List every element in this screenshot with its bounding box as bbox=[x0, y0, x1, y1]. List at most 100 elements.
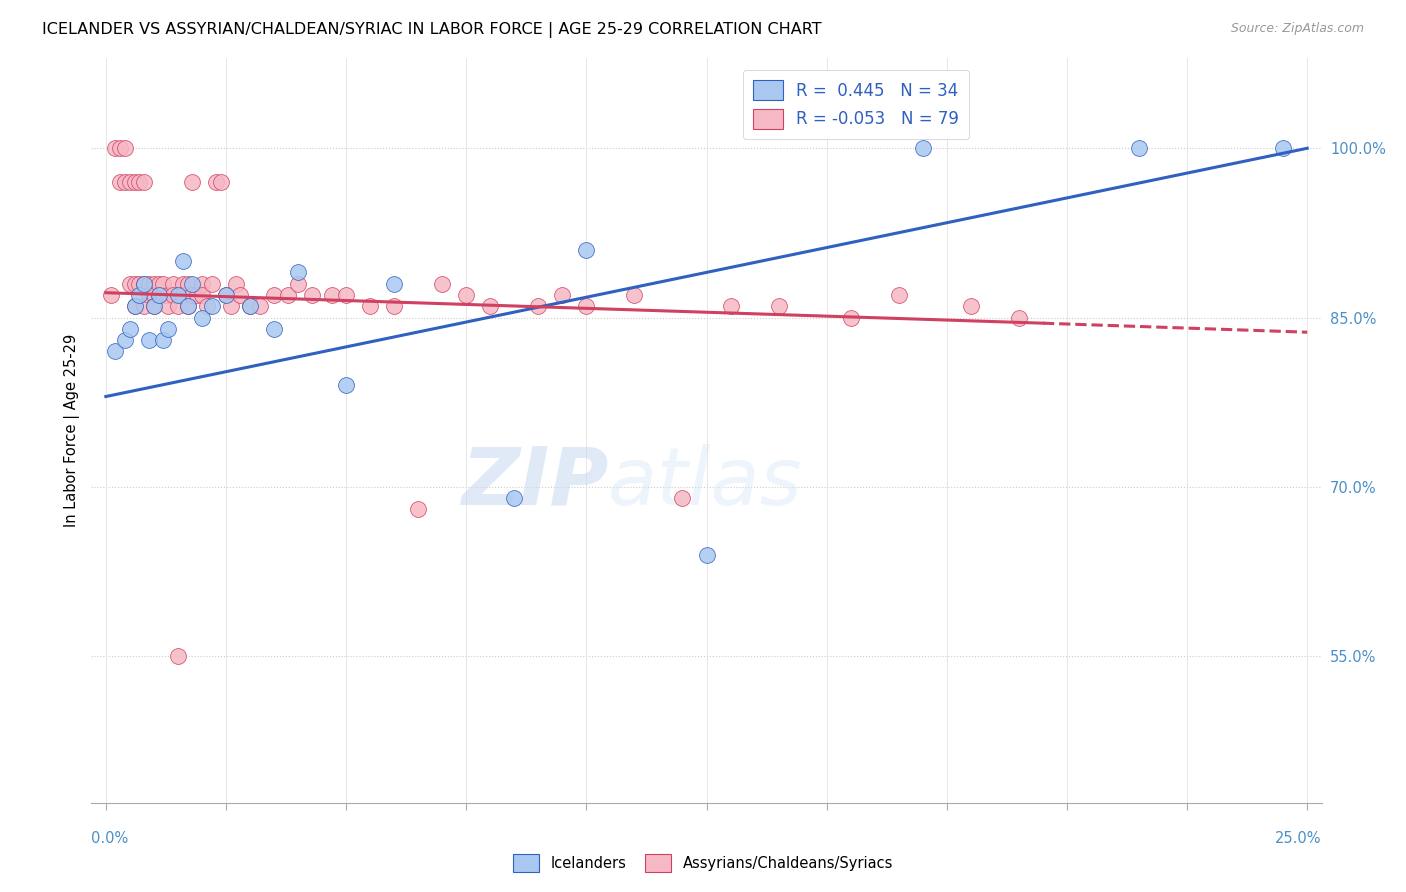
Point bbox=[181, 175, 204, 189]
Point bbox=[104, 141, 127, 155]
Point bbox=[114, 175, 136, 189]
Point bbox=[142, 299, 165, 313]
Point bbox=[142, 299, 165, 313]
Point bbox=[172, 277, 194, 291]
Point bbox=[148, 288, 170, 302]
Point bbox=[114, 333, 136, 347]
Point bbox=[456, 288, 478, 302]
Point bbox=[1008, 310, 1031, 325]
Point bbox=[118, 322, 141, 336]
Point bbox=[382, 277, 405, 291]
Point bbox=[623, 288, 645, 302]
Point bbox=[152, 333, 174, 347]
Point bbox=[249, 299, 271, 313]
Point bbox=[162, 277, 184, 291]
Point bbox=[157, 322, 180, 336]
Point bbox=[134, 277, 156, 291]
Point bbox=[263, 288, 285, 302]
Point bbox=[671, 491, 693, 505]
Point bbox=[128, 288, 150, 302]
Point bbox=[195, 299, 218, 313]
Point bbox=[215, 288, 238, 302]
Point bbox=[181, 277, 204, 291]
Point bbox=[1272, 141, 1295, 155]
Text: ZIP: ZIP bbox=[461, 443, 607, 522]
Y-axis label: In Labor Force | Age 25-29: In Labor Force | Age 25-29 bbox=[65, 334, 80, 527]
Point bbox=[432, 277, 454, 291]
Point bbox=[114, 141, 136, 155]
Point bbox=[959, 299, 981, 313]
Point bbox=[152, 277, 174, 291]
Point bbox=[124, 299, 146, 313]
Point bbox=[335, 378, 357, 392]
Text: atlas: atlas bbox=[607, 443, 803, 522]
Point bbox=[695, 548, 717, 562]
Point bbox=[720, 299, 742, 313]
Point bbox=[138, 288, 160, 302]
Point bbox=[176, 299, 198, 313]
Point bbox=[104, 344, 127, 359]
Point bbox=[176, 277, 198, 291]
Point bbox=[128, 175, 150, 189]
Point bbox=[142, 277, 165, 291]
Point bbox=[200, 299, 222, 313]
Point bbox=[167, 288, 190, 302]
Point bbox=[287, 277, 309, 291]
Point bbox=[124, 277, 146, 291]
Point bbox=[176, 299, 198, 313]
Point bbox=[191, 310, 214, 325]
Point bbox=[118, 175, 141, 189]
Point bbox=[191, 277, 214, 291]
Point bbox=[575, 299, 598, 313]
Point bbox=[118, 277, 141, 291]
Point bbox=[382, 299, 405, 313]
Text: 0.0%: 0.0% bbox=[91, 831, 128, 846]
Point bbox=[191, 288, 214, 302]
Point bbox=[148, 277, 170, 291]
Point bbox=[157, 299, 180, 313]
Point bbox=[134, 277, 156, 291]
Point bbox=[277, 288, 299, 302]
Text: ICELANDER VS ASSYRIAN/CHALDEAN/SYRIAC IN LABOR FORCE | AGE 25-29 CORRELATION CHA: ICELANDER VS ASSYRIAN/CHALDEAN/SYRIAC IN… bbox=[42, 22, 821, 38]
Point bbox=[225, 277, 247, 291]
Point bbox=[205, 175, 228, 189]
Point bbox=[138, 333, 160, 347]
Point bbox=[911, 141, 934, 155]
Point bbox=[215, 288, 238, 302]
Point bbox=[287, 265, 309, 279]
Point bbox=[479, 299, 502, 313]
Point bbox=[167, 649, 190, 664]
Text: 25.0%: 25.0% bbox=[1275, 831, 1322, 846]
Point bbox=[110, 175, 132, 189]
Point bbox=[359, 299, 381, 313]
Point bbox=[148, 288, 170, 302]
Point bbox=[172, 288, 194, 302]
Point bbox=[527, 299, 550, 313]
Point bbox=[134, 175, 156, 189]
Point bbox=[887, 288, 910, 302]
Point bbox=[551, 288, 574, 302]
Point bbox=[186, 288, 208, 302]
Point bbox=[321, 288, 343, 302]
Point bbox=[167, 299, 190, 313]
Point bbox=[219, 299, 242, 313]
Point bbox=[138, 277, 160, 291]
Point bbox=[239, 299, 262, 313]
Point bbox=[1128, 141, 1150, 155]
Point bbox=[100, 288, 122, 302]
Point bbox=[839, 310, 862, 325]
Point bbox=[110, 141, 132, 155]
Point bbox=[134, 299, 156, 313]
Point bbox=[124, 175, 146, 189]
Text: Source: ZipAtlas.com: Source: ZipAtlas.com bbox=[1230, 22, 1364, 36]
Point bbox=[124, 299, 146, 313]
Point bbox=[406, 502, 429, 516]
Point bbox=[301, 288, 323, 302]
Point bbox=[128, 277, 150, 291]
Point bbox=[229, 288, 252, 302]
Point bbox=[157, 288, 180, 302]
Point bbox=[200, 277, 222, 291]
Point bbox=[335, 288, 357, 302]
Point bbox=[263, 322, 285, 336]
Point bbox=[575, 243, 598, 257]
